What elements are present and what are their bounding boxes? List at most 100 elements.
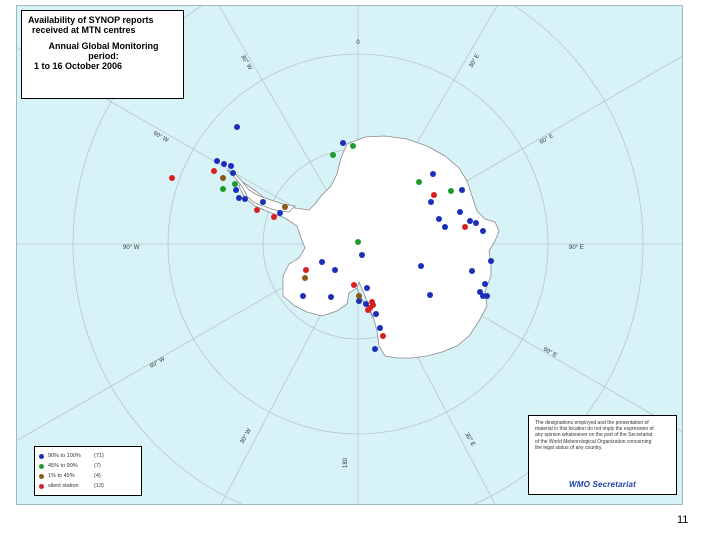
lon-label-ne30: 30° E (469, 53, 482, 69)
lon-label-south: 180 (343, 457, 349, 468)
station-marker-blue (328, 294, 334, 300)
disclaimer-box: The designations employed and the presen… (528, 415, 677, 495)
station-marker-blue (469, 268, 475, 274)
station-marker-red (431, 192, 437, 198)
lon-label-se30: 30° E (463, 432, 476, 448)
legend-item: 90% to 100% (71) (39, 451, 137, 461)
organization-label: WMO Secretariat (568, 479, 637, 489)
station-marker-blue (356, 298, 362, 304)
antarctica-landmass (238, 135, 500, 359)
station-marker-red (254, 207, 260, 213)
lon-label-west: 90° W (123, 245, 140, 251)
station-marker-green (330, 152, 336, 158)
legend-label: 45% to 90% (48, 463, 78, 469)
legend-label: silent station (48, 483, 79, 489)
station-marker-blue (236, 195, 242, 201)
lon-label-sw30: 30° W (240, 428, 254, 445)
station-marker-blue (332, 267, 338, 273)
legend-dot-green (39, 463, 44, 469)
lon-label-nw60: 60° W (152, 131, 169, 145)
station-marker-blue (234, 124, 240, 130)
station-marker-blue (473, 220, 479, 226)
station-marker-red (211, 168, 217, 174)
station-marker-blue (428, 199, 434, 205)
station-marker-blue (233, 187, 239, 193)
title-line-2: received at MTN centres (32, 25, 136, 35)
station-marker-blue (221, 161, 227, 167)
station-marker-green (350, 143, 356, 149)
station-marker-blue (427, 292, 433, 298)
legend-dot-brown (39, 473, 44, 479)
station-marker-blue (340, 140, 346, 146)
station-marker-blue (459, 187, 465, 193)
station-marker-blue (319, 259, 325, 265)
station-marker-blue (377, 325, 383, 331)
legend-dot-red (39, 483, 44, 489)
station-marker-brown (282, 204, 288, 210)
station-marker-blue (364, 285, 370, 291)
station-marker-blue (277, 210, 283, 216)
legend-label: 90% to 100% (48, 453, 81, 459)
lon-label-north: 0 (356, 40, 360, 46)
legend-item: 1% to 45% (4) (39, 471, 137, 481)
station-marker-blue (442, 224, 448, 230)
title-line-4: period: (88, 51, 119, 61)
station-marker-green (232, 181, 238, 187)
legend-dot-blue (39, 453, 44, 459)
lon-label-east: 90° E (569, 245, 584, 251)
station-marker-green (220, 186, 226, 192)
station-marker-blue (359, 252, 365, 258)
page-number: 11 (677, 514, 689, 526)
lon-label-se60: 60° E (542, 347, 558, 360)
lon-label-ne60: 60° E (539, 133, 555, 146)
station-marker-red (169, 175, 175, 181)
station-marker-blue (480, 228, 486, 234)
station-marker-red (303, 267, 309, 273)
title-line-1: Availability of SYNOP reports (28, 15, 154, 25)
station-marker-blue (373, 311, 379, 317)
station-marker-brown (302, 275, 308, 281)
station-marker-blue (363, 301, 369, 307)
disclaimer-text: The designations employed and the presen… (535, 420, 654, 451)
station-marker-blue (430, 171, 436, 177)
station-marker-blue (300, 293, 306, 299)
legend-count: (7) (94, 463, 101, 469)
legend-item: silent station (13) (39, 481, 137, 491)
station-marker-red (365, 307, 371, 313)
map-legend: 90% to 100% (71) 45% to 90% (7) 1% to 45… (34, 446, 142, 496)
legend-count: (4) (94, 473, 101, 479)
station-marker-blue (418, 263, 424, 269)
station-marker-blue (214, 158, 220, 164)
station-marker-red (271, 214, 277, 220)
station-marker-green (416, 179, 422, 185)
station-marker-red (380, 333, 386, 339)
station-marker-brown (356, 293, 362, 299)
station-marker-blue (372, 346, 378, 352)
station-marker-red (462, 224, 468, 230)
station-markers (169, 124, 494, 352)
station-marker-blue (230, 170, 236, 176)
station-marker-green (448, 188, 454, 194)
station-marker-brown (220, 175, 226, 181)
map-frame: 0 90° E 90° W 30° E 60° E 30° W 60° W 60… (16, 5, 683, 505)
legend-count: (13) (94, 483, 104, 489)
station-marker-blue (436, 216, 442, 222)
station-marker-blue (457, 209, 463, 215)
title-line-5: 1 to 16 October 2006 (34, 61, 123, 71)
station-marker-blue (242, 196, 248, 202)
station-marker-red (351, 282, 357, 288)
legend-label: 1% to 45% (48, 473, 75, 479)
station-marker-blue (228, 163, 234, 169)
station-marker-blue (484, 293, 490, 299)
legend-count: (71) (94, 453, 104, 459)
legend-item: 45% to 90% (7) (39, 461, 137, 471)
map-title-box: Availability of SYNOP reports received a… (21, 10, 184, 99)
station-marker-blue (482, 281, 488, 287)
lon-label-sw60: 60° W (149, 356, 166, 370)
station-marker-blue (488, 258, 494, 264)
lon-label-nw30: 30° W (239, 54, 253, 71)
station-marker-green (355, 239, 361, 245)
station-marker-blue (260, 199, 266, 205)
station-marker-blue (467, 218, 473, 224)
title-line-3: Annual Global Monitoring (48, 41, 159, 51)
